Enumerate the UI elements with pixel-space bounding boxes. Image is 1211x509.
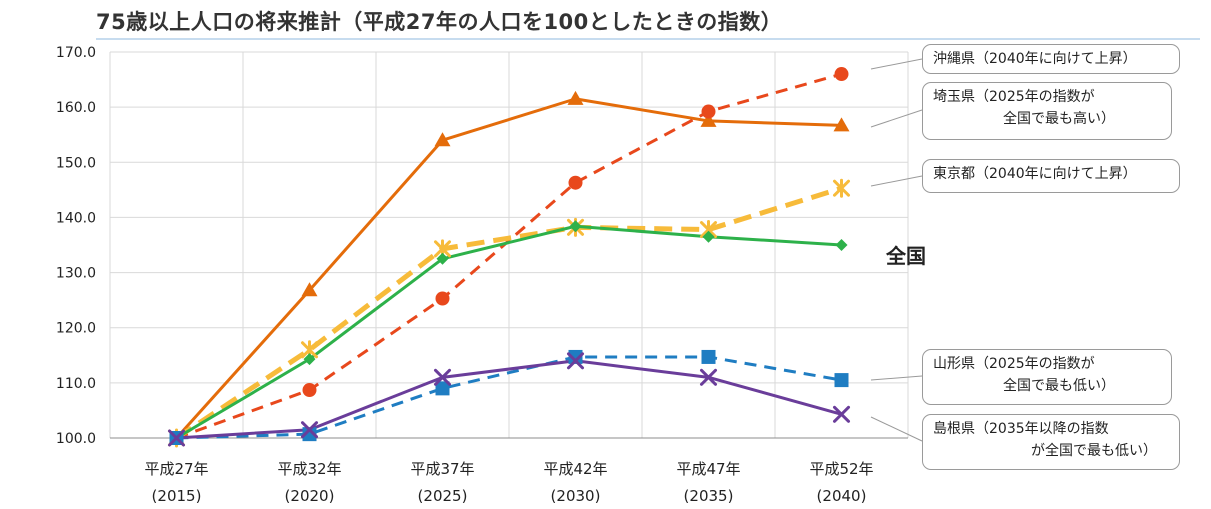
marker-circle: [701, 104, 716, 119]
marker-x: [567, 352, 584, 370]
title-underline: [96, 38, 1200, 40]
x-tick-label-year: (2040): [817, 487, 867, 505]
marker-circle: [435, 291, 450, 306]
marker-square: [568, 349, 583, 364]
callout-shimane-line1: 島根県（2035年以降の指数: [933, 421, 1109, 437]
callout-leader: [870, 175, 923, 187]
marker-triangle: [700, 112, 717, 127]
marker-circle: [302, 383, 317, 398]
callout-tokyo-line1: 東京都（2040年に向けて上昇）: [933, 166, 1137, 182]
marker-diamond: [303, 353, 316, 366]
marker-diamond: [436, 252, 449, 265]
callout-leader: [870, 109, 923, 128]
x-tick-label-era: 平成32年: [277, 460, 341, 478]
callout-leader: [870, 375, 923, 381]
callout-leader: [870, 416, 923, 442]
marker-stroke: [434, 368, 451, 386]
grid: [109, 51, 909, 439]
marker-circle: [568, 175, 583, 190]
y-tick-label: 140.0: [56, 210, 96, 226]
marker-square: [701, 349, 716, 364]
marker-x: [700, 368, 717, 386]
marker-stroke: [833, 405, 850, 423]
y-tick-label: 130.0: [56, 266, 96, 282]
x-tick-label-era: 平成42年: [543, 460, 607, 478]
marker-x: [301, 421, 318, 439]
series-line: [175, 97, 842, 440]
callout-saitama-line2: 全国で最も高い）: [1003, 111, 1115, 127]
marker-stroke: [301, 421, 318, 439]
y-tick-label: 160.0: [56, 100, 96, 116]
x-axis: 平成27年 (2015) 平成32年 (2020) 平成37年 (2025) 平成42年 (2…: [144, 460, 873, 505]
callout-tokyo: 東京都（2040年に向けて上昇）: [922, 159, 1180, 193]
marker-diamond: [569, 220, 582, 233]
x-tick-label-year: (2025): [418, 487, 468, 505]
marker-diamond: [702, 230, 715, 243]
callout-leaders: [870, 58, 923, 442]
marker-star: [833, 178, 850, 198]
x-tick-label-era: 平成37年: [410, 460, 474, 478]
marker-stroke: [700, 368, 717, 386]
y-tick-label: 100.0: [56, 431, 96, 447]
callout-shimane-line2: が全国で最も低い）: [1031, 443, 1157, 459]
marker-stroke: [567, 352, 584, 370]
chart-title: 75歳以上人口の将来推計（平成27年の人口を100としたときの指数）: [96, 10, 783, 34]
marker-stroke: [168, 429, 185, 447]
series-line: [176, 355, 842, 440]
x-tick-label-year: (2015): [152, 487, 202, 505]
callout-leader: [870, 58, 923, 70]
callout-yamagata-line2: 全国で最も低い）: [1003, 378, 1115, 394]
callout-shimane: 島根県（2035年以降の指数 が全国で最も低い）: [922, 414, 1180, 470]
callout-saitama: 埼玉県（2025年の指数が 全国で最も高い）: [922, 82, 1172, 140]
marker-x: [833, 405, 850, 423]
y-tick-label: 110.0: [56, 376, 96, 392]
callout-okinawa-line1: 沖縄県（2040年に向けて上昇）: [933, 51, 1137, 67]
marker-square: [435, 381, 450, 396]
marker-triangle: [567, 90, 584, 105]
marker-x: [168, 429, 185, 447]
series-markers: [168, 67, 850, 448]
y-tick-label: 120.0: [56, 321, 96, 337]
marker-triangle: [833, 117, 850, 132]
callout-yamagata-line1: 山形県（2025年の指数が: [933, 356, 1095, 372]
x-tick-label-year: (2035): [684, 487, 734, 505]
series-lines: [175, 72, 843, 441]
y-tick-label: 170.0: [56, 45, 96, 61]
y-tick-label: 150.0: [56, 155, 96, 171]
callout-saitama-line1: 埼玉県（2025年の指数が: [933, 89, 1095, 105]
callout-okinawa: 沖縄県（2040年に向けて上昇）: [922, 44, 1180, 74]
marker-triangle: [434, 132, 451, 147]
x-tick-label-era: 平成47年: [676, 460, 740, 478]
x-tick-label-year: (2030): [551, 487, 601, 505]
marker-square: [834, 373, 849, 388]
marker-x: [434, 368, 451, 386]
y-axis: 100.0 110.0 120.0 130.0 140.0 150.0 160.0 170.0: [56, 45, 96, 447]
series-line: [176, 359, 842, 440]
series-line: [175, 224, 842, 440]
marker-triangle: [301, 282, 318, 297]
marker-circle: [834, 67, 849, 82]
marker-square: [302, 427, 317, 442]
x-tick-label-era: 平成52年: [809, 460, 873, 478]
callout-yamagata: 山形県（2025年の指数が 全国で最も低い）: [922, 349, 1172, 405]
zenkoku-label: 全国: [886, 244, 926, 268]
x-tick-label-year: (2020): [285, 487, 335, 505]
series-line: [175, 185, 843, 441]
x-tick-label-era: 平成27年: [144, 460, 208, 478]
marker-diamond: [835, 239, 848, 251]
